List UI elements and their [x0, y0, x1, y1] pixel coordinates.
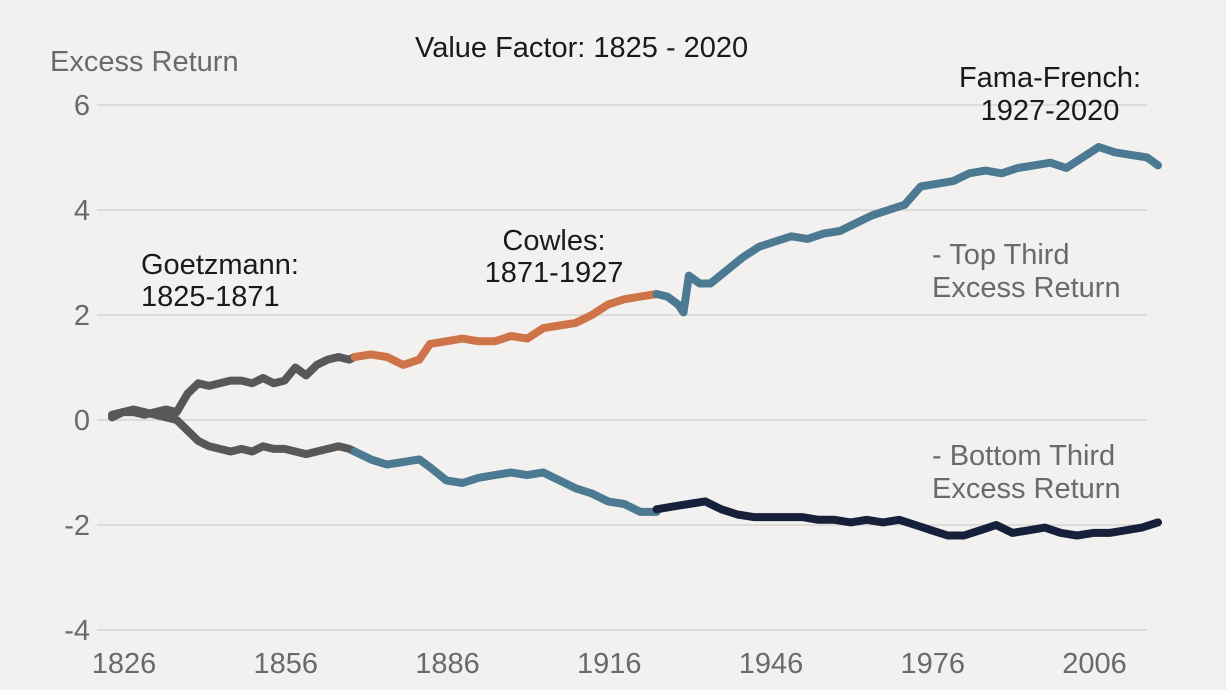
x-tick-label: 1916: [577, 648, 642, 680]
annotation-goetzmann-name: Goetzmann:: [141, 249, 299, 281]
x-tick-label: 1856: [253, 648, 318, 680]
series-line-bottom-1871-1927: [350, 447, 661, 516]
series-line-top-1825-1871: [108, 353, 359, 422]
x-tick-label: 1826: [92, 648, 157, 680]
legend-top-third-line2: Excess Return: [932, 272, 1121, 304]
y-axis-ticks: 6 4 2 0 -2 -4: [64, 90, 90, 647]
x-axis-ticks: 1826 1856 1886 1916 1946 1976 2006: [92, 648, 1127, 680]
x-tick-label: 1946: [739, 648, 804, 680]
legend-bottom-third-line2: Excess Return: [932, 473, 1121, 505]
series-line-bottom-1927-2020: [652, 497, 1162, 540]
series-lines: [108, 143, 1162, 540]
y-tick-label: 4: [74, 195, 90, 227]
legend-top-third-line1: - Top Third: [932, 239, 1070, 271]
y-tick-label: 0: [74, 405, 90, 437]
annotation-fama-french-years: 1927-2020: [981, 95, 1120, 127]
y-tick-label: 6: [74, 90, 90, 122]
annotation-cowles-name: Cowles:: [502, 225, 605, 257]
y-tick-label: -4: [64, 615, 90, 647]
annotation-goetzmann-years: 1825-1871: [141, 281, 280, 313]
annotation-cowles-years: 1871-1927: [485, 257, 624, 289]
legend-bottom-third-line1: - Bottom Third: [932, 440, 1115, 472]
series-line-top-1927-2020: [652, 143, 1162, 317]
chart-title: Value Factor: 1825 - 2020: [415, 32, 748, 64]
y-axis-label: Excess Return: [50, 46, 239, 78]
gridlines: [97, 104, 1147, 631]
series-line-top-1871-1927: [350, 290, 661, 369]
x-tick-label: 1976: [901, 648, 966, 680]
y-tick-label: 2: [74, 300, 90, 332]
series-line-bottom-1825-1871: [108, 405, 359, 459]
annotation-fama-french-name: Fama-French:: [959, 62, 1141, 94]
y-tick-label: -2: [64, 510, 90, 542]
x-tick-label: 2006: [1062, 648, 1127, 680]
x-tick-label: 1886: [415, 648, 480, 680]
